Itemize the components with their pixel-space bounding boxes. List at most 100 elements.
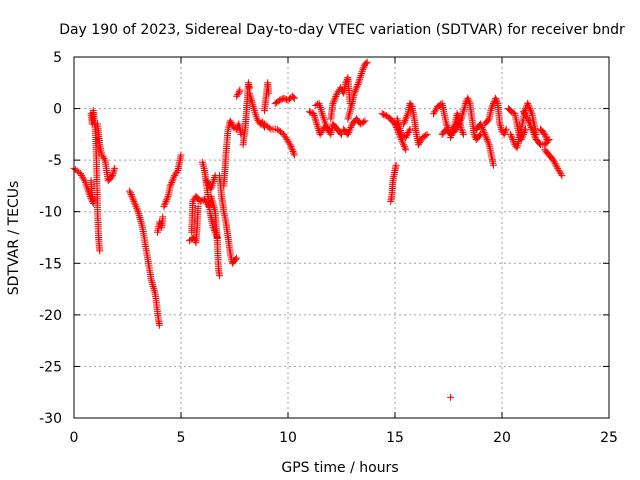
data-point: [524, 117, 532, 125]
data-point: [528, 125, 536, 133]
data-point: [96, 247, 104, 255]
y-tick-label: -10: [39, 205, 62, 221]
data-point: [333, 91, 340, 99]
data-point: [484, 116, 492, 124]
data-point: [457, 125, 465, 133]
data-point: [353, 82, 361, 90]
data-point: [402, 146, 410, 154]
data-point: [177, 151, 185, 159]
data-point: [556, 168, 564, 176]
data-point: [492, 94, 500, 102]
data-point: [76, 170, 84, 178]
data-point: [168, 177, 176, 185]
data-point: [330, 98, 338, 106]
data-point: [356, 73, 364, 81]
data-point: [541, 130, 549, 138]
data-point: [169, 175, 177, 183]
data-point: [194, 203, 202, 211]
data-point: [403, 130, 411, 138]
data-point: [543, 136, 551, 143]
data-point: [232, 255, 240, 263]
data-point: [481, 130, 489, 138]
data-point: [274, 97, 282, 105]
data-point: [508, 134, 516, 142]
data-point: [519, 108, 527, 116]
data-point: [552, 161, 560, 169]
data-point: [484, 137, 492, 145]
data-point: [329, 99, 337, 107]
data-point: [480, 129, 488, 137]
data-point: [392, 161, 400, 169]
data-point: [233, 254, 241, 262]
data-point: [430, 110, 437, 118]
data-point: [432, 106, 440, 114]
data-point: [287, 142, 295, 150]
data-point: [130, 197, 138, 205]
data-point: [525, 103, 533, 111]
data-point: [348, 122, 355, 130]
data-point: [290, 149, 298, 157]
data-point: [204, 178, 211, 186]
data-point: [132, 203, 140, 211]
data-point: [305, 108, 313, 116]
data-point: [447, 393, 455, 401]
data-point: [234, 91, 242, 99]
plot-frame: [73, 56, 610, 419]
data-point: [423, 130, 431, 138]
y-tick-label: 0: [53, 102, 62, 118]
data-point: [509, 136, 517, 143]
data-point: [318, 127, 326, 135]
data-point: [111, 164, 119, 172]
data-point: [133, 204, 141, 212]
data-point: [170, 173, 178, 181]
data-point: [265, 89, 273, 97]
data-point: [480, 127, 487, 135]
data-point: [551, 159, 559, 167]
data-point: [128, 192, 136, 200]
data-point: [346, 125, 354, 133]
data-point: [345, 127, 353, 135]
y-axis-label: SDTVAR / TECUs: [6, 181, 22, 296]
x-tick-label: 10: [279, 430, 297, 446]
data-point: [285, 139, 293, 147]
data-point: [415, 141, 422, 149]
data-point: [290, 94, 298, 102]
data-point: [558, 172, 566, 180]
data-point: [497, 124, 505, 132]
data-point: [453, 110, 461, 118]
data-point: [79, 173, 87, 181]
data-point: [524, 99, 532, 107]
data-point: [527, 108, 535, 116]
data-point: [363, 58, 371, 66]
data-point: [310, 112, 318, 119]
data-point: [324, 125, 332, 133]
data-point: [381, 111, 389, 119]
data-point: [482, 134, 490, 142]
data-point: [286, 141, 294, 149]
data-point: [482, 132, 490, 140]
data-point: [554, 164, 562, 172]
y-tick-label: -25: [39, 359, 62, 375]
data-point: [492, 96, 500, 104]
data-point: [544, 137, 552, 145]
data-point: [361, 117, 369, 125]
y-tick-label: -5: [48, 153, 62, 169]
data-point: [134, 206, 141, 214]
data-point: [355, 79, 363, 87]
data-point: [156, 321, 164, 329]
data-point: [400, 120, 408, 128]
data-point: [399, 139, 407, 147]
data-point: [161, 201, 169, 209]
x-tick-label: 20: [493, 430, 511, 446]
data-point: [226, 117, 234, 125]
data-point: [478, 124, 486, 131]
data-point: [507, 132, 515, 140]
data-point: [307, 108, 315, 116]
data-point: [464, 94, 472, 102]
data-point: [360, 118, 368, 126]
data-point: [460, 130, 467, 138]
data-point: [422, 131, 430, 139]
data-point: [109, 172, 116, 180]
